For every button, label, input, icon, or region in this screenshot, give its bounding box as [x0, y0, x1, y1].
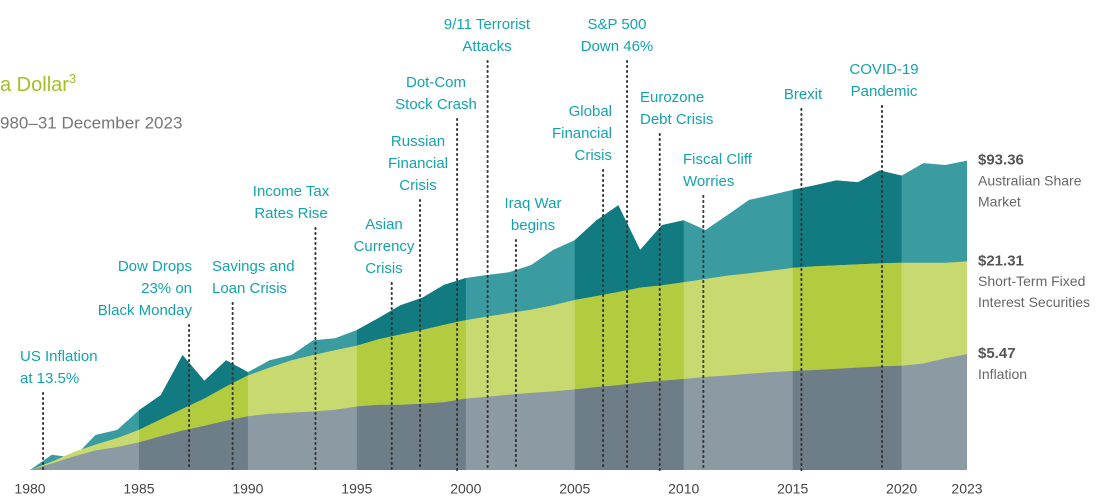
annotation-label: Stock Crash: [395, 96, 477, 113]
legend-label: Market: [978, 193, 1021, 209]
x-tick-label: 1985: [123, 481, 154, 497]
x-tick-label: 2020: [886, 481, 917, 497]
annotation-label: Black Monday: [98, 302, 193, 319]
annotation-label: Global: [569, 103, 612, 120]
legend-label: Inflation: [978, 366, 1027, 382]
annotation-label: Pandemic: [851, 83, 918, 100]
annotation-label: Russian: [391, 133, 445, 150]
annotation-label: Crisis: [365, 260, 403, 277]
x-tick-label: 1990: [232, 481, 263, 497]
annotation-label: at 13.5%: [20, 370, 79, 387]
annotation-label: Currency: [354, 238, 415, 255]
annotation-label: Fiscal Cliff: [683, 151, 753, 168]
annotation-label: Financial: [388, 155, 448, 172]
x-tick-label: 2000: [450, 481, 481, 497]
annotation-label: S&P 500: [588, 16, 647, 33]
annotation-label: Financial: [552, 125, 612, 142]
x-tick-label: 1995: [341, 481, 372, 497]
annotation-label: Income Tax: [253, 183, 330, 200]
annotation-label: begins: [511, 217, 555, 234]
annotation-label: 23% on: [141, 280, 192, 297]
area: [30, 354, 967, 470]
x-tick-label: 2015: [777, 481, 808, 497]
annotation-label: Crisis: [399, 177, 437, 194]
legend-label: Short-Term Fixed: [978, 273, 1085, 289]
end-value-label: $93.36: [978, 152, 1024, 169]
x-tick-label: 2023: [951, 481, 982, 497]
annotation-label: COVID-19: [849, 61, 918, 78]
annotation-label: Debt Crisis: [640, 111, 713, 128]
annotation-label: Rates Rise: [254, 205, 327, 222]
x-tick-label: 2010: [668, 481, 699, 497]
annotation-label: US Inflation: [20, 348, 98, 365]
annotation-label: 9/11 Terrorist: [444, 16, 531, 33]
chart-title: a Dollar3: [0, 71, 76, 96]
annotation-label: Dow Drops: [118, 258, 192, 275]
annotation-label: Savings and: [212, 258, 295, 275]
annotation-label: Attacks: [462, 38, 511, 55]
x-tick-label: 1980: [14, 481, 45, 497]
annotation-label: Crisis: [575, 147, 613, 164]
annotation-label: Dot-Com: [406, 74, 466, 91]
chart-subtitle: 980–31 December 2023: [0, 113, 182, 132]
end-value-label: $21.31: [978, 252, 1024, 269]
title-text: a Dollar: [0, 74, 69, 96]
legend-label: Australian Share: [978, 172, 1082, 188]
annotation-label: Worries: [683, 173, 734, 190]
end-value-label: $5.47: [978, 345, 1016, 362]
annotation-label: Brexit: [784, 86, 823, 103]
annotation-label: Loan Crisis: [212, 280, 287, 297]
annotation-label: Asian: [365, 216, 403, 233]
x-tick-label: 2005: [559, 481, 590, 497]
title-superscript: 3: [69, 71, 76, 86]
annotation-label: Iraq War: [505, 195, 562, 212]
annotation-label: Down 46%: [581, 38, 654, 55]
legend-label: Interest Securities: [978, 294, 1090, 310]
annotation-label: Eurozone: [640, 89, 704, 106]
